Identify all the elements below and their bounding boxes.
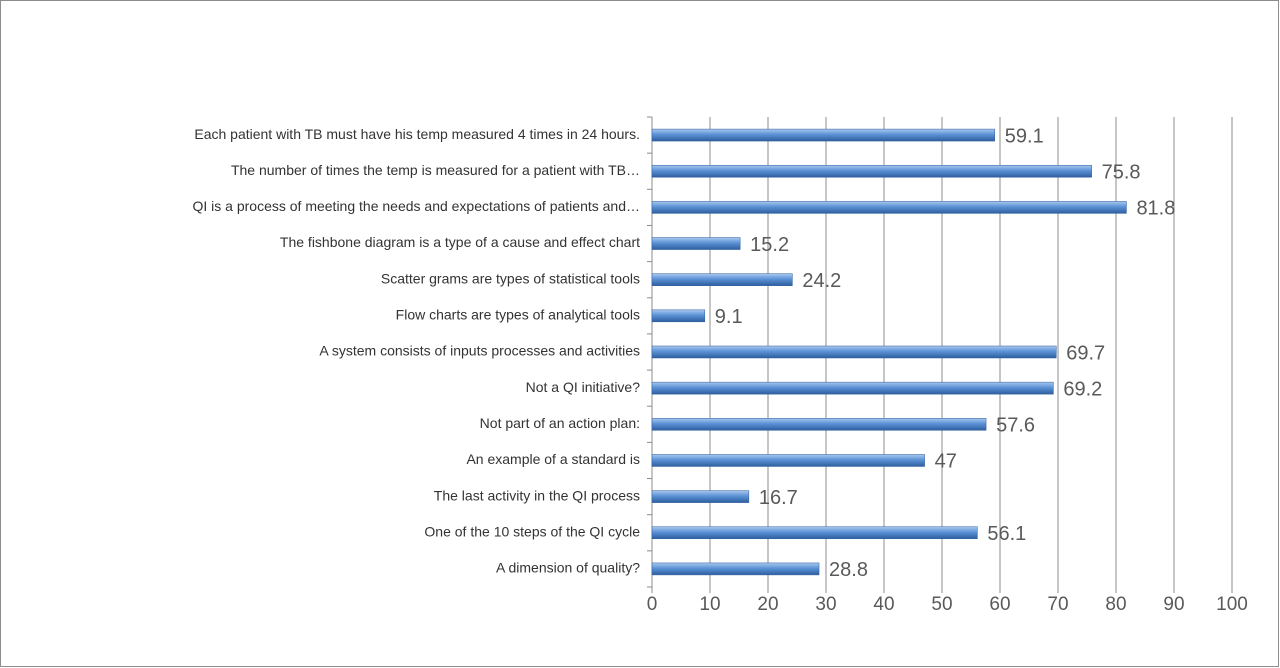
bar <box>651 201 1127 214</box>
bar <box>651 418 987 431</box>
y-tick-label: Not part of an action plan: <box>480 415 640 431</box>
bar <box>651 164 1092 178</box>
x-tick-label: 100 <box>1216 594 1248 615</box>
x-tick-label: 20 <box>757 594 778 615</box>
y-tick-label: QI is a process of meeting the needs and… <box>193 198 641 214</box>
y-tick-label: Each patient with TB must have his temp … <box>194 126 640 142</box>
data-label: 69.2 <box>1063 378 1102 400</box>
bar <box>651 309 706 323</box>
x-tick-label: 80 <box>1105 594 1126 615</box>
data-label: 81.8 <box>1136 198 1175 220</box>
data-label: 24.2 <box>802 270 841 292</box>
bar <box>651 345 1057 359</box>
bar <box>651 381 1054 395</box>
y-tick-label: The last activity in the QI process <box>434 487 640 503</box>
data-label: 28.8 <box>829 559 868 581</box>
y-tick-label: One of the 10 steps of the QI cycle <box>424 523 640 539</box>
bar <box>651 237 741 250</box>
data-label: 9.1 <box>715 306 743 328</box>
data-label: 47 <box>935 451 957 473</box>
x-tick-label: 70 <box>1047 594 1068 615</box>
x-tick-label: 40 <box>873 594 894 615</box>
x-tick-label: 10 <box>699 594 720 615</box>
data-label: 56.1 <box>987 523 1026 545</box>
data-label: 57.6 <box>996 415 1035 437</box>
data-label: 16.7 <box>759 487 798 509</box>
y-tick-label: The number of times the temp is measured… <box>231 162 640 178</box>
bar <box>651 562 820 576</box>
bar <box>651 490 750 503</box>
data-label: 75.8 <box>1102 162 1141 184</box>
y-tick-label: The fishbone diagram is a type of a caus… <box>280 234 640 250</box>
x-tick-label: 50 <box>931 594 952 615</box>
x-tick-label: 0 <box>647 594 658 615</box>
y-tick-label: Scatter grams are types of statistical t… <box>381 270 640 286</box>
y-tick-label: A system consists of inputs processes an… <box>319 343 640 359</box>
bar <box>651 526 978 540</box>
y-tick-label: A dimension of quality? <box>496 560 640 576</box>
data-label: 69.7 <box>1066 342 1105 364</box>
x-tick-label: 30 <box>815 594 836 615</box>
bar <box>651 454 925 467</box>
y-tick-label: An example of a standard is <box>466 451 640 467</box>
x-tick-label: 60 <box>989 594 1010 615</box>
y-tick-label: Not a QI initiative? <box>526 379 641 395</box>
data-label: 59.1 <box>1005 125 1044 147</box>
bar <box>651 273 793 286</box>
y-tick-label: Flow charts are types of analytical tool… <box>396 307 640 323</box>
x-tick-label: 90 <box>1163 594 1184 615</box>
bar <box>651 128 996 142</box>
data-label: 15.2 <box>750 234 789 256</box>
